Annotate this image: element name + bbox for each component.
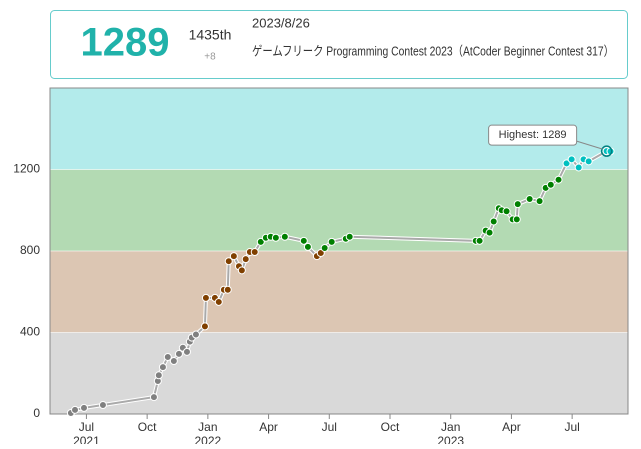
rating-point <box>98 401 107 410</box>
rating-point <box>191 330 200 339</box>
rating-point <box>303 242 312 251</box>
rating-point <box>80 403 88 412</box>
y-tick-label: 400 <box>20 325 40 339</box>
rating-point <box>502 207 511 216</box>
rating: 1289 <box>81 21 170 65</box>
x-tick-label: Jul <box>322 420 337 434</box>
rating-point <box>271 233 280 242</box>
x-tick-label: Apr <box>259 420 278 434</box>
rating-point <box>574 163 583 172</box>
x-tick-label: Jan <box>441 420 460 434</box>
rating-point <box>214 297 223 306</box>
rating-band <box>50 169 628 251</box>
rating-point <box>163 352 172 361</box>
annotation-pointer <box>576 140 603 150</box>
rating-point <box>546 180 555 189</box>
rating-point <box>525 195 534 204</box>
diff: +8 <box>204 52 216 63</box>
rank: 1435th <box>189 27 232 43</box>
rating-point <box>535 197 544 206</box>
rating-point <box>485 228 494 237</box>
rating-point <box>200 322 209 331</box>
rating-point <box>149 393 158 402</box>
rating-point <box>224 257 233 266</box>
rating-point <box>562 159 571 168</box>
x-year-label: 2022 <box>195 434 222 444</box>
x-tick-label: Oct <box>138 420 157 434</box>
x-tick-label: Jul <box>79 420 94 434</box>
highest-marker <box>600 145 613 157</box>
rating-point <box>584 157 593 166</box>
rating-band <box>50 251 628 333</box>
annotation-box <box>488 124 578 146</box>
x-year-label: 2023 <box>437 434 464 444</box>
rating-point <box>174 349 183 358</box>
date: 2023/8/26 <box>252 15 310 30</box>
rating-point <box>299 236 308 245</box>
x-year-label: 2021 <box>73 434 100 444</box>
x-tick-label: Jul <box>564 420 579 434</box>
rating-point <box>567 155 576 164</box>
rating-point <box>223 285 232 294</box>
y-tick-label: 800 <box>20 243 40 257</box>
rating-point <box>256 237 265 246</box>
rating-point <box>320 243 329 252</box>
rating-point <box>512 215 521 224</box>
rating-point <box>554 175 563 184</box>
rating-point <box>182 347 191 356</box>
x-tick-label: Jan <box>198 420 217 434</box>
x-tick-label: Apr <box>502 420 521 434</box>
rating-point <box>475 236 484 245</box>
contest-name: ゲームフリーク Programming Contest 2023（AtCoder… <box>252 43 614 58</box>
rating-point <box>489 217 498 226</box>
y-tick-label: 1200 <box>13 162 40 176</box>
rating-point <box>229 252 238 261</box>
rating-point <box>513 200 522 209</box>
annotation: Highest: 1289 <box>499 129 567 141</box>
rating-point <box>250 248 259 257</box>
rating-point <box>158 363 167 372</box>
rating-point <box>237 266 246 275</box>
rating-point <box>280 232 289 241</box>
rating-band <box>50 332 628 414</box>
y-tick-label: 0 <box>33 406 40 420</box>
rating-point <box>327 237 336 246</box>
rating-point <box>241 255 250 264</box>
x-tick-label: Oct <box>381 420 400 434</box>
header-box <box>50 10 628 79</box>
plot-border <box>49 87 629 415</box>
rating-point <box>71 405 80 414</box>
rating-point <box>169 357 178 366</box>
rating-point <box>345 232 354 241</box>
rating-point <box>201 293 210 302</box>
rating-point <box>154 371 163 380</box>
